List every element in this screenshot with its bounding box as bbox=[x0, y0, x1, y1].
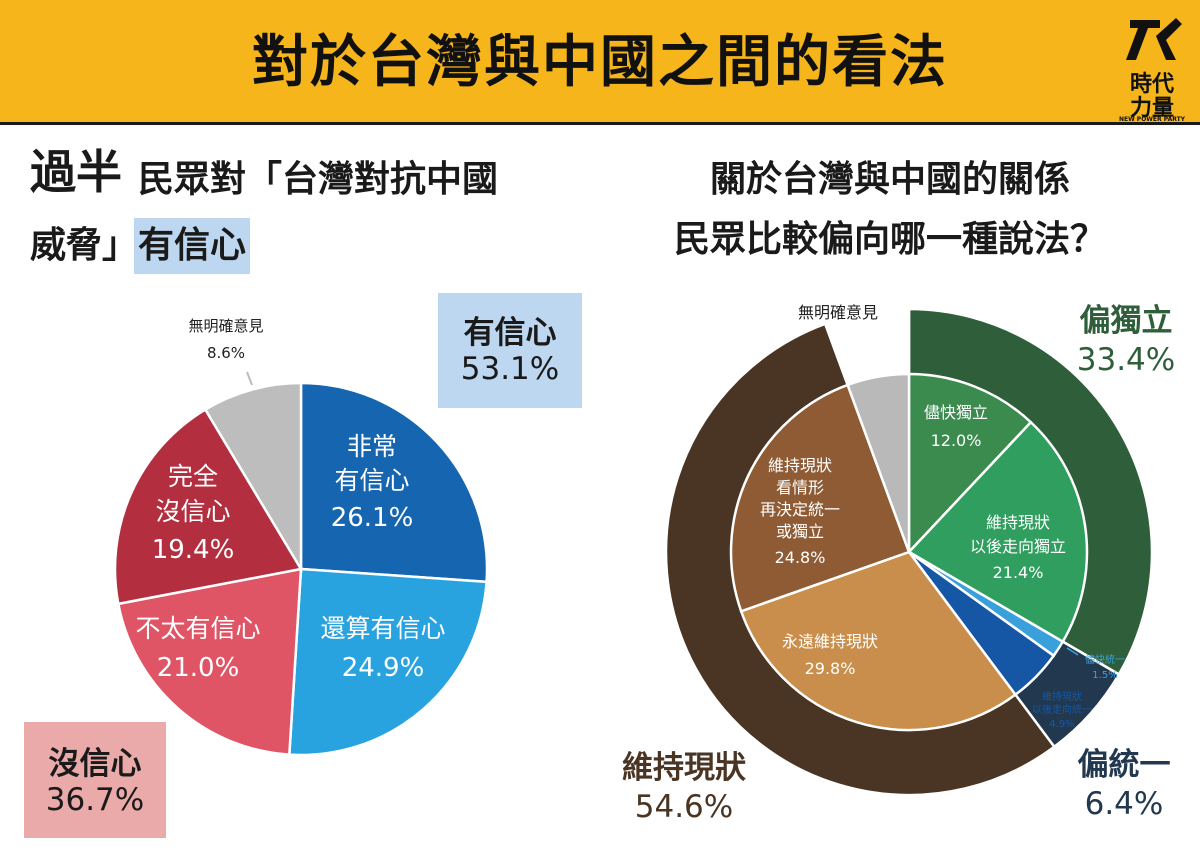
value-status-quo-forever: 29.8% bbox=[805, 659, 856, 678]
logo-subtitle: NEW POWER PARTY bbox=[1118, 116, 1186, 123]
value-not-confident: 19.4% bbox=[152, 535, 235, 565]
label-very-confident-1: 非常 bbox=[347, 432, 397, 461]
outer-value-status-quo: 54.6% bbox=[635, 789, 733, 825]
value-not-very-confident: 21.0% bbox=[157, 653, 240, 683]
label-independence-later-2: 以後走向獨立 bbox=[970, 537, 1066, 556]
page-title: 對於台灣與中國之間的看法 bbox=[252, 30, 948, 95]
not-confident-label: 沒信心 bbox=[48, 746, 142, 782]
relation-inner-slice-5 bbox=[729, 383, 911, 613]
confidence-slice-1 bbox=[287, 567, 488, 757]
confident-value: 53.1% bbox=[460, 351, 560, 387]
value-somewhat-confident: 24.9% bbox=[342, 653, 425, 683]
outer-label-independence: 偏獨立 bbox=[1080, 303, 1173, 339]
header-banner bbox=[0, 0, 1200, 125]
not-confident-value: 36.7% bbox=[45, 782, 145, 818]
outer-value-independence: 33.4% bbox=[1077, 342, 1175, 378]
outer-label-unification: 偏統一 bbox=[1078, 747, 1171, 783]
value-decide-later: 24.8% bbox=[775, 548, 826, 567]
label-independence-fast: 儘快獨立 bbox=[924, 403, 988, 422]
value-no-opinion-2: 5.6% bbox=[835, 329, 881, 350]
value-unify-fast: 1.5% bbox=[1092, 670, 1117, 681]
no-opinion-leader-line bbox=[246, 371, 253, 386]
confidence-slice-0 bbox=[299, 381, 489, 584]
logo-text-1: 時代 bbox=[1129, 72, 1174, 97]
right-heading-line2: 民眾比較偏向哪一種說法？ bbox=[673, 219, 1106, 260]
confident-summary-box: 有信心 53.1% bbox=[438, 293, 582, 408]
outer-label-status-quo: 維持現狀 bbox=[622, 750, 746, 786]
value-very-confident: 26.1% bbox=[331, 503, 414, 533]
party-logo-icon bbox=[1126, 18, 1182, 60]
value-independence-fast: 12.0% bbox=[931, 431, 982, 450]
confidence-slice-2 bbox=[116, 567, 303, 756]
confidence-slice-4 bbox=[203, 381, 303, 574]
relation-inner-slice-1 bbox=[907, 420, 1089, 644]
left-heading-line2: 威脅」 bbox=[30, 225, 139, 266]
label-not-very-confident: 不太有信心 bbox=[135, 614, 260, 643]
value-unify-later: 4.9% bbox=[1049, 719, 1074, 730]
left-heading-emphasis: 過半 bbox=[30, 145, 122, 199]
label-status-quo-forever: 永遠維持現狀 bbox=[782, 632, 878, 651]
label-unify-later-1: 維持現狀 bbox=[1042, 690, 1082, 703]
label-decide-later-2: 看情形 bbox=[776, 478, 824, 497]
left-heading-line1: 民眾對「台灣對抗中國 bbox=[138, 159, 499, 200]
confidence-slice-3 bbox=[113, 407, 303, 606]
unify-fast-leader-line bbox=[1066, 647, 1079, 656]
label-no-opinion-2: 無明確意見 bbox=[798, 303, 878, 322]
label-very-confident-2: 有信心 bbox=[334, 466, 409, 495]
confident-label: 有信心 bbox=[463, 315, 557, 351]
relation-inner-slice-6 bbox=[846, 372, 911, 553]
right-heading-line1: 關於台灣與中國的關係 bbox=[709, 159, 1070, 200]
value-no-opinion: 8.6% bbox=[207, 344, 245, 362]
relation-inner-slice-0 bbox=[907, 372, 1033, 556]
outer-value-unification: 6.4% bbox=[1085, 786, 1164, 822]
label-decide-later-3: 再決定統一 bbox=[760, 500, 840, 519]
relation-inner-slice-4 bbox=[739, 550, 1018, 732]
label-decide-later-4: 或獨立 bbox=[776, 522, 824, 541]
left-heading-highlight: 有信心 bbox=[134, 218, 251, 274]
label-somewhat-confident: 還算有信心 bbox=[320, 614, 445, 643]
not-confident-summary-box: 沒信心 36.7% bbox=[24, 722, 166, 838]
label-unify-fast: 儘快統一 bbox=[1085, 653, 1125, 666]
logo-text-2: 力量 bbox=[1129, 96, 1174, 121]
label-no-opinion: 無明確意見 bbox=[188, 317, 263, 335]
label-not-confident-1: 完全 bbox=[168, 462, 218, 491]
logo: 時代 力量 NEW POWER PARTY bbox=[1112, 14, 1192, 123]
label-decide-later-1: 維持現狀 bbox=[768, 456, 832, 475]
label-not-confident-2: 沒信心 bbox=[155, 497, 230, 526]
label-independence-later-1: 維持現狀 bbox=[986, 513, 1050, 532]
label-unify-later-2: 以後走向統一 bbox=[1032, 703, 1092, 716]
value-independence-later: 21.4% bbox=[993, 563, 1044, 582]
